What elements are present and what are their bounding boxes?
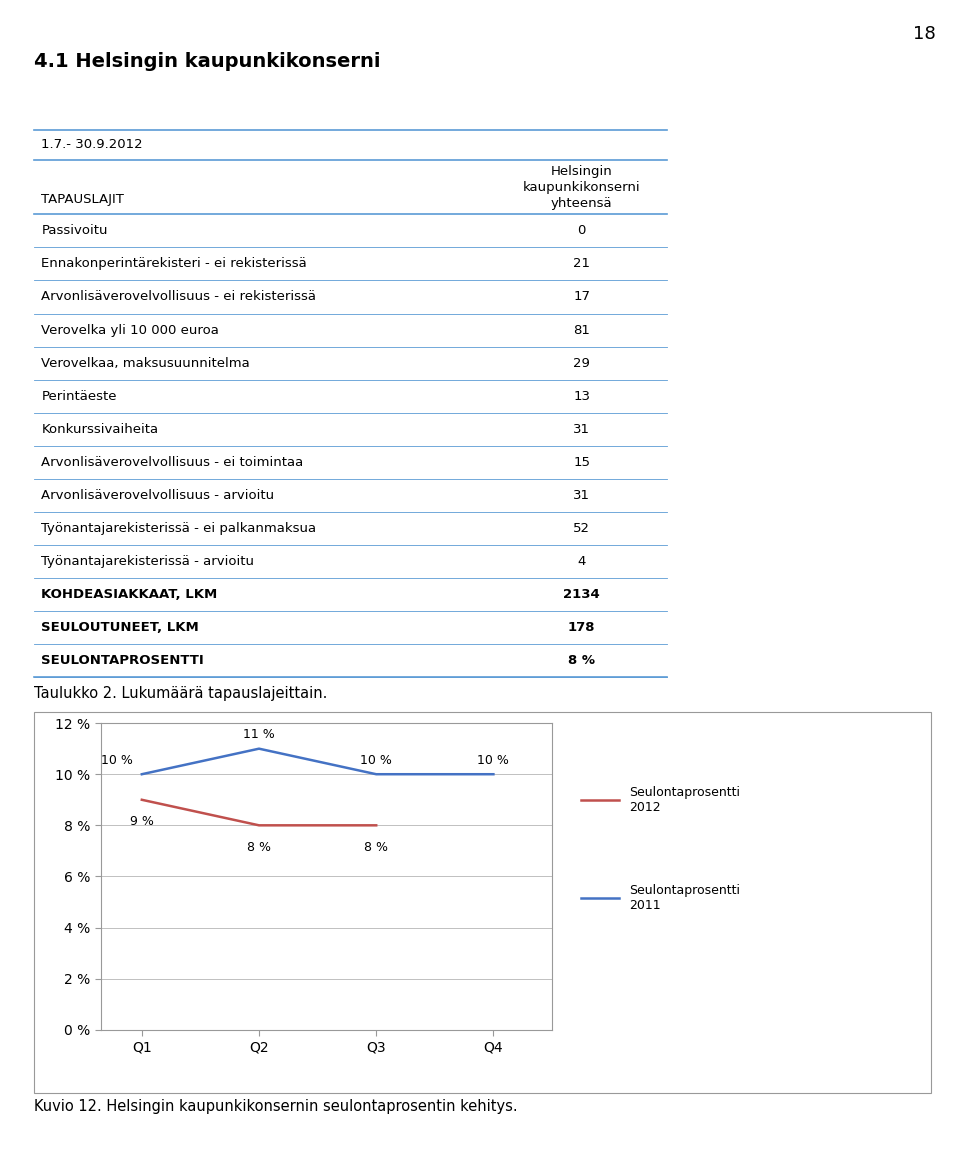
Text: 1.7.- 30.9.2012: 1.7.- 30.9.2012 xyxy=(41,138,143,152)
Text: 31: 31 xyxy=(573,488,590,502)
Text: Kuvio 12. Helsingin kaupunkikonsernin seulontaprosentin kehitys.: Kuvio 12. Helsingin kaupunkikonsernin se… xyxy=(34,1099,517,1114)
Text: Perintäeste: Perintäeste xyxy=(41,390,117,403)
Text: Verovelkaa, maksusuunnitelma: Verovelkaa, maksusuunnitelma xyxy=(41,356,250,369)
Text: 9 %: 9 % xyxy=(130,815,154,828)
Text: 11 %: 11 % xyxy=(243,728,275,740)
Text: 15: 15 xyxy=(573,456,590,469)
Text: Ennakonperintärekisteri - ei rekisterissä: Ennakonperintärekisteri - ei rekisteriss… xyxy=(41,258,307,271)
Text: Passivoitu: Passivoitu xyxy=(41,224,108,237)
Text: 29: 29 xyxy=(573,356,590,369)
Text: 8 %: 8 % xyxy=(364,841,388,854)
Text: 13: 13 xyxy=(573,390,590,403)
Text: Työnantajarekisterissä - ei palkanmaksua: Työnantajarekisterissä - ei palkanmaksua xyxy=(41,522,317,535)
Text: 10 %: 10 % xyxy=(360,753,392,767)
Text: 8 %: 8 % xyxy=(247,841,271,854)
Text: 10 %: 10 % xyxy=(101,753,132,767)
Text: Työnantajarekisterissä - arvioitu: Työnantajarekisterissä - arvioitu xyxy=(41,554,254,568)
Text: KOHDEASIAKKAAT, LKM: KOHDEASIAKKAAT, LKM xyxy=(41,588,218,600)
Text: 4.1 Helsingin kaupunkikonserni: 4.1 Helsingin kaupunkikonserni xyxy=(34,52,380,71)
Text: 2134: 2134 xyxy=(564,588,600,600)
Text: 10 %: 10 % xyxy=(477,753,510,767)
Text: Arvonlisäverovelvollisuus - ei toimintaa: Arvonlisäverovelvollisuus - ei toimintaa xyxy=(41,456,303,469)
Text: Helsingin
kaupunkikonserni
yhteensä: Helsingin kaupunkikonserni yhteensä xyxy=(523,164,640,209)
Text: TAPAUSLAJIT: TAPAUSLAJIT xyxy=(41,193,124,206)
Text: 18: 18 xyxy=(913,25,936,44)
Text: Verovelka yli 10 000 euroa: Verovelka yli 10 000 euroa xyxy=(41,324,219,337)
Text: Arvonlisäverovelvollisuus - ei rekisterissä: Arvonlisäverovelvollisuus - ei rekisteri… xyxy=(41,290,316,303)
Text: SEULOUTUNEET, LKM: SEULOUTUNEET, LKM xyxy=(41,621,199,634)
Text: 0: 0 xyxy=(578,224,586,237)
Text: SEULONTAPROSENTTI: SEULONTAPROSENTTI xyxy=(41,654,204,666)
Text: 17: 17 xyxy=(573,290,590,303)
Text: Seulontaprosentti
2011: Seulontaprosentti 2011 xyxy=(629,884,740,912)
Text: 81: 81 xyxy=(573,324,590,337)
Text: 31: 31 xyxy=(573,422,590,436)
Text: 178: 178 xyxy=(568,621,595,634)
Text: 52: 52 xyxy=(573,522,590,535)
Text: Arvonlisäverovelvollisuus - arvioitu: Arvonlisäverovelvollisuus - arvioitu xyxy=(41,488,275,502)
Text: 21: 21 xyxy=(573,258,590,271)
Text: 4: 4 xyxy=(578,554,586,568)
Text: 8 %: 8 % xyxy=(568,654,595,666)
Text: Seulontaprosentti
2012: Seulontaprosentti 2012 xyxy=(629,786,740,813)
Text: Konkurssivaiheita: Konkurssivaiheita xyxy=(41,422,158,436)
Text: Taulukko 2. Lukumäärä tapauslajeittain.: Taulukko 2. Lukumäärä tapauslajeittain. xyxy=(34,686,327,701)
